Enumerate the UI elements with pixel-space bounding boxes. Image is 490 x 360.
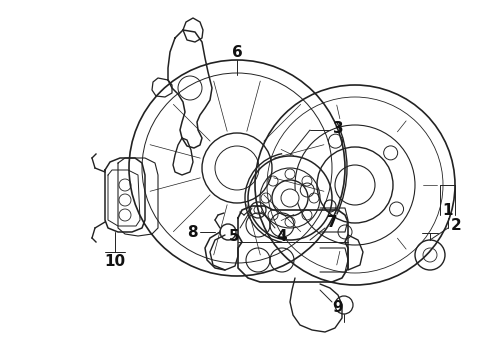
Text: 4: 4 [277,229,287,243]
Text: 5: 5 [229,229,239,243]
Text: 3: 3 [333,121,343,135]
Text: 7: 7 [327,215,337,230]
Circle shape [335,165,375,205]
Text: 9: 9 [333,301,343,315]
Text: 2: 2 [451,217,462,233]
Circle shape [281,189,299,207]
Text: 10: 10 [104,255,125,270]
Text: 8: 8 [187,225,197,239]
Text: 6: 6 [232,45,243,59]
Text: 1: 1 [443,202,453,217]
